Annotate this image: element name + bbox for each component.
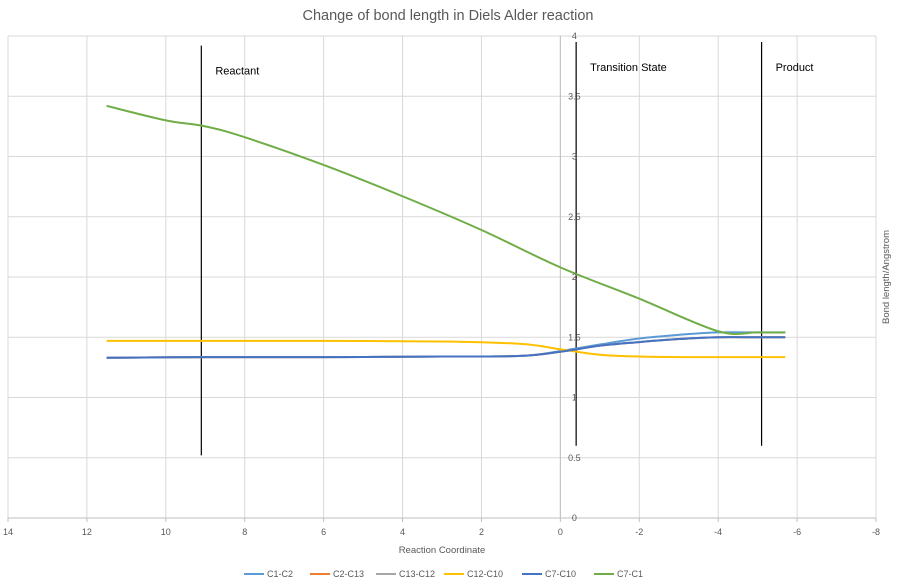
x-tick-label: 4 [400, 527, 405, 537]
x-tick-label: -2 [635, 527, 643, 537]
y-tick-label: 1.5 [568, 332, 581, 342]
y-tick-label: 0 [572, 513, 577, 523]
series-line-c1-c2 [106, 331, 786, 359]
x-tick-label: -6 [793, 527, 801, 537]
x-tick-label: 12 [82, 527, 92, 537]
x-axis-label: Reaction Coordinate [399, 545, 486, 556]
y-tick-label: 2.5 [568, 212, 581, 222]
x-tick-label: 2 [479, 527, 484, 537]
legend-entry: C1-C2 [267, 569, 293, 579]
series-lines [106, 104, 786, 359]
y-tick-label: 3.5 [568, 91, 581, 101]
legend: C1-C2 C2-C13 C13-C12 C12-C10 C7-C10 C7-C1 [244, 569, 643, 579]
series-line-c12-c10 [106, 339, 786, 359]
y-tick-label: 4 [572, 31, 577, 41]
series-line-c7-c1 [106, 104, 786, 336]
legend-entry: C7-C1 [617, 569, 643, 579]
x-tick-label: -8 [872, 527, 880, 537]
legend-entry: C7-C10 [545, 569, 576, 579]
x-tick-label: 6 [321, 527, 326, 537]
y-tick-label: 0.5 [568, 453, 581, 463]
x-tick-label: -4 [714, 527, 722, 537]
x-tick-label: 0 [558, 527, 563, 537]
y-tick-labels: 0 0.5 1 1.5 2 2.5 3 3.5 4 [568, 31, 581, 523]
series-line-c7-c10 [106, 336, 786, 359]
marker-label: Transition State [590, 62, 667, 74]
marker-label: Reactant [215, 66, 259, 78]
x-tick-label: 8 [242, 527, 247, 537]
legend-entry: C13-C12 [399, 569, 435, 579]
legend-entry: C2-C13 [333, 569, 364, 579]
grid [7, 35, 877, 522]
x-tick-label: 14 [3, 527, 13, 537]
x-tick-labels: 14 12 10 8 6 4 2 0 -2 -4 -6 -8 [3, 527, 880, 537]
y-tick-label: 2 [572, 272, 577, 282]
chart-title: Change of bond length in Diels Alder rea… [303, 8, 594, 24]
marker-label: Product [776, 62, 814, 74]
y-tick-label: 1 [572, 393, 577, 403]
vertical-markers: Reactant Transition State Product [200, 42, 814, 456]
y-axis-label: Bond length/Angstrom [881, 230, 892, 324]
y-tick-label: 3 [572, 152, 577, 162]
x-tick-label: 10 [161, 527, 171, 537]
legend-entry: C12-C10 [467, 569, 503, 579]
